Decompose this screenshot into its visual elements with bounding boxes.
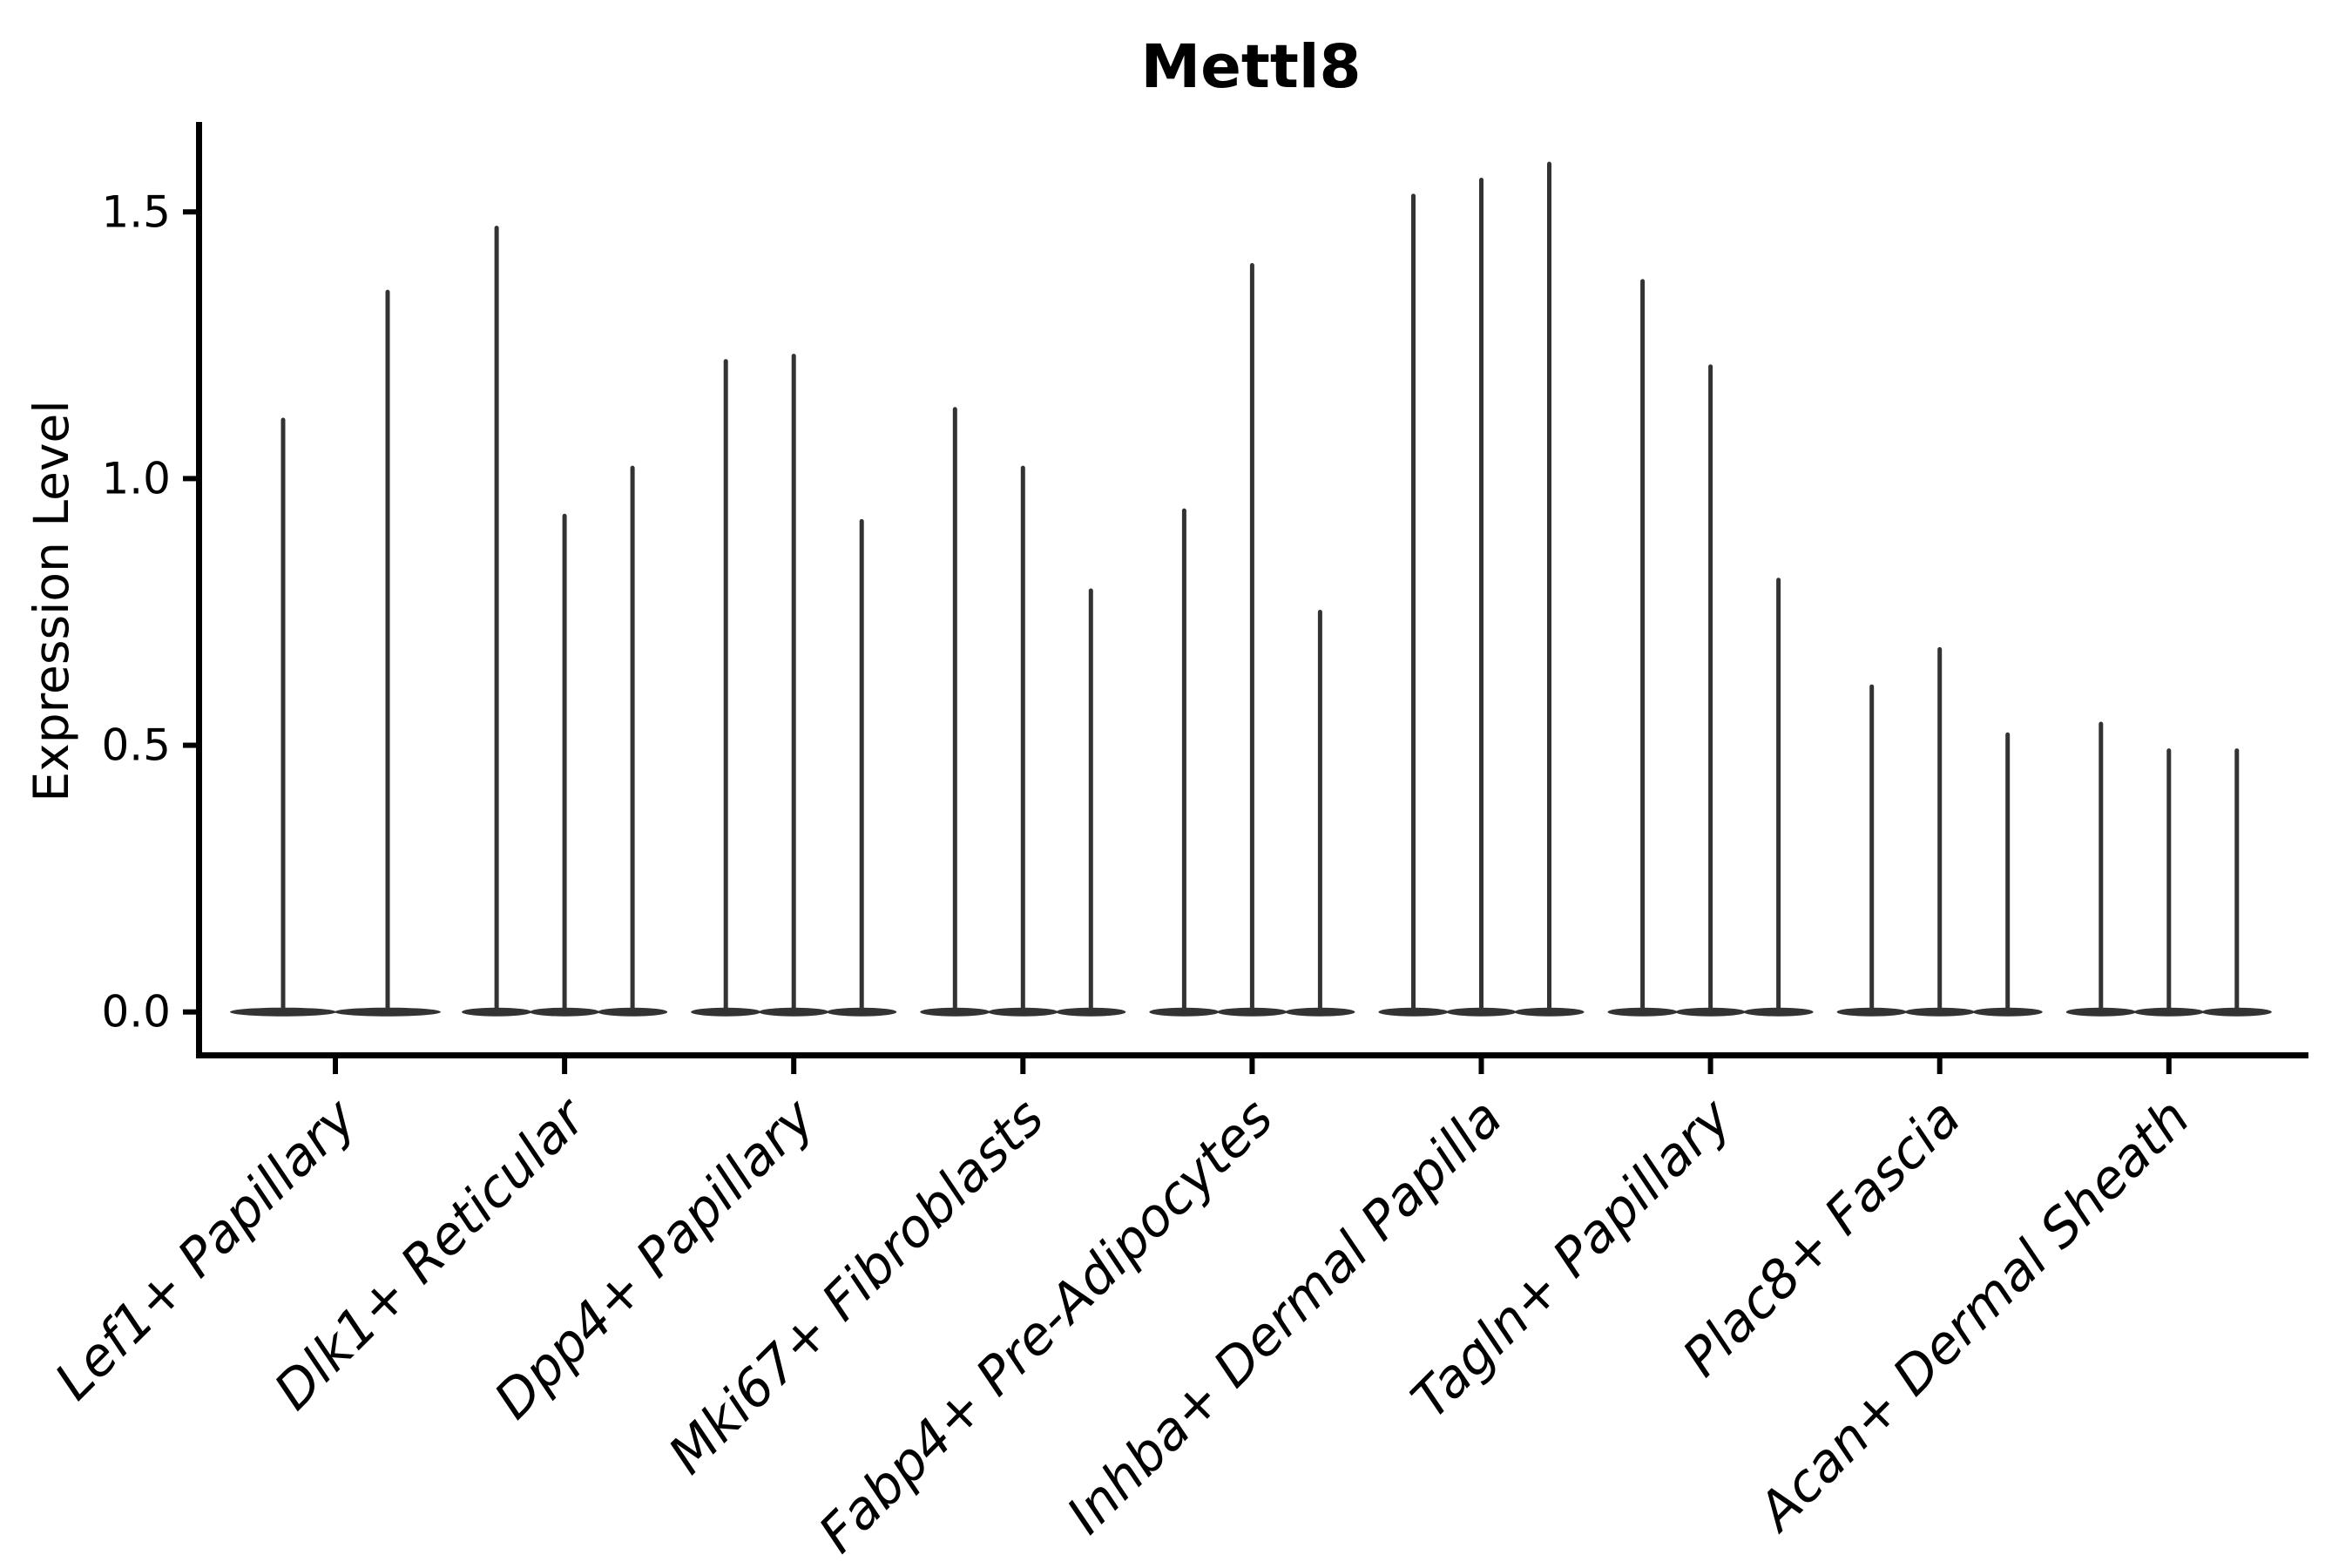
violin-series	[230, 161, 2272, 1017]
x-tick-label: Mki67+ Fibroblasts	[657, 1087, 1056, 1486]
y-tick-label: 1.5	[101, 186, 171, 237]
x-tick-label: Fabp4+ Pre-Adipocytes	[808, 1087, 1285, 1565]
y-tick-label: 0.5	[101, 720, 171, 771]
y-axis: 0.0 0.5 1.0 1.5	[101, 186, 196, 1037]
y-tick-label: 1.0	[101, 453, 171, 504]
y-tick-label: 0.0	[101, 987, 171, 1037]
x-tick-label: Acan+ Dermal Sheath	[1745, 1087, 2202, 1544]
chart-title: Mettl8	[1140, 32, 1361, 102]
x-tick-label: Inhba+ Dermal Papilla	[1056, 1087, 1514, 1545]
y-axis-label: Expression Level	[24, 400, 79, 801]
